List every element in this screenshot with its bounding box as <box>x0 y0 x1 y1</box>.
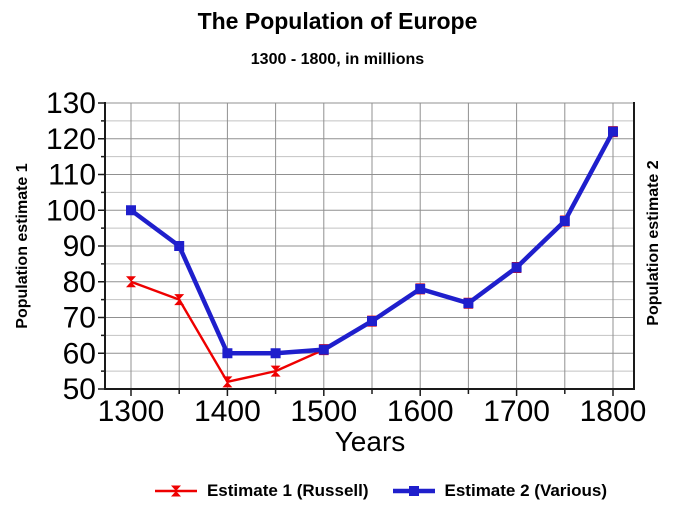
x-tick-label: 1800 <box>580 395 647 428</box>
marker-square <box>415 283 426 294</box>
legend-item-estimate2: Estimate 2 (Various) <box>391 481 608 501</box>
chart-subtitle: 1300 - 1800, in millions <box>250 51 425 68</box>
y-tick-label: 110 <box>48 159 96 192</box>
y-tick-label: 90 <box>63 230 96 263</box>
y-tick-label: 60 <box>63 337 96 370</box>
x-tick-label: 1300 <box>98 395 165 428</box>
y-axis-title-right: Population estimate 2 <box>645 160 662 326</box>
marker-bowtie <box>126 276 136 288</box>
chart-title: The Population of Europe <box>197 8 478 34</box>
marker-square <box>367 316 377 327</box>
marker-bowtie <box>170 485 181 497</box>
y-tick-label: 80 <box>63 266 96 299</box>
legend-sample-2 <box>392 486 435 496</box>
marker-square <box>222 348 233 359</box>
marker-square <box>126 205 136 216</box>
x-tick-label: 1700 <box>483 395 550 428</box>
x-axis-title: Years <box>334 426 406 457</box>
legend-item-estimate1: Estimate 1 (Russell) <box>153 481 369 501</box>
marker-bowtie <box>174 294 185 306</box>
legend-sample-1 <box>154 485 197 497</box>
legend: Estimate 1 (Russell) Estimate 2 (Various… <box>85 481 675 501</box>
marker-square <box>608 126 618 137</box>
y-tick-label: 50 <box>63 373 96 406</box>
x-tick-label: 1500 <box>290 395 357 428</box>
marker-bowtie <box>222 376 233 388</box>
x-tick-label: 1600 <box>387 395 454 428</box>
marker-bowtie <box>270 365 281 377</box>
y-axis-title-left: Population estimate 1 <box>14 163 31 329</box>
marker-square <box>318 344 329 355</box>
legend-label-estimate1: Estimate 1 (Russell) <box>206 481 369 500</box>
marker-square <box>174 241 185 251</box>
marker-square <box>463 298 474 309</box>
marker-square <box>408 486 419 496</box>
marker-square <box>511 262 522 273</box>
y-tick-label: 70 <box>63 302 96 335</box>
y-tick-label: 120 <box>46 123 96 156</box>
marker-square <box>559 215 570 226</box>
x-tick-label: 1400 <box>194 395 261 428</box>
marker-square <box>270 348 281 359</box>
y-tick-label: 130 <box>46 87 96 120</box>
legend-label-estimate2: Estimate 2 (Various) <box>444 481 608 500</box>
y-tick-label: 100 <box>46 194 96 227</box>
